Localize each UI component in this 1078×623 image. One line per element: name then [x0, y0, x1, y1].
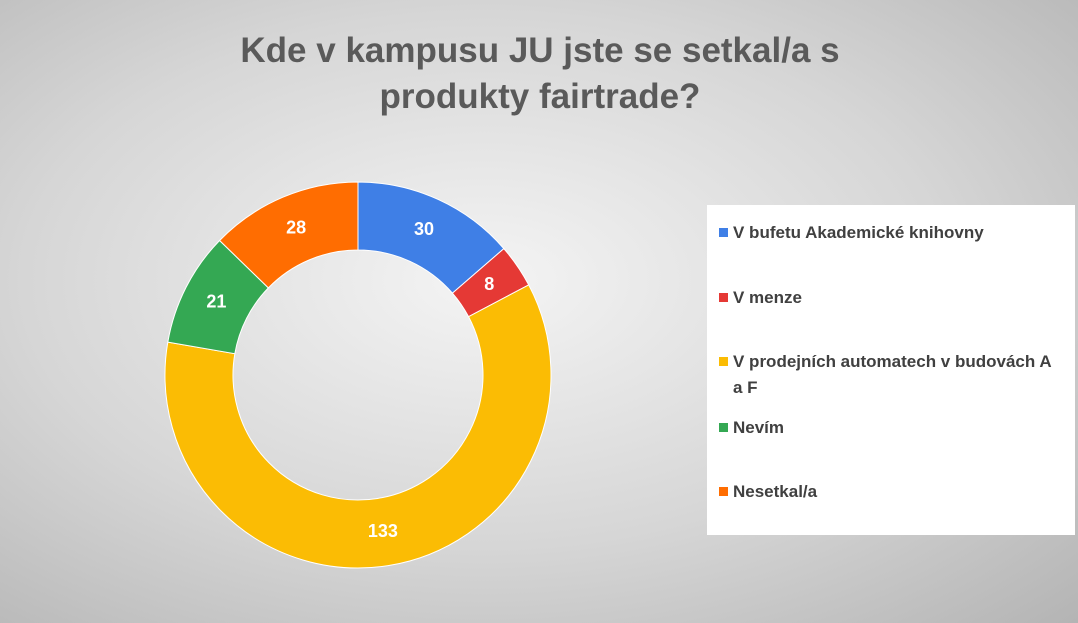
- donut-segment: [164, 284, 552, 569]
- data-label: 30: [414, 219, 434, 239]
- legend-label: Nevím: [733, 418, 785, 437]
- donut-segment: [218, 181, 359, 289]
- legend-label: V prodejních automatech v budovách A a F: [733, 352, 1052, 397]
- data-label: 8: [484, 274, 494, 294]
- chart-title: Kde v kampusu JU jste se setkal/a s prod…: [240, 31, 840, 116]
- data-label: 21: [206, 292, 226, 312]
- data-label: 133: [368, 521, 398, 541]
- legend-entry: Nevím: [719, 415, 1064, 441]
- data-label: 28: [286, 217, 306, 237]
- legend-label: Nesetkal/a: [733, 482, 818, 501]
- legend-label: V bufetu Akademické knihovny: [733, 223, 984, 242]
- legend-swatch: [719, 357, 728, 366]
- legend-entry: Nesetkal/a: [719, 479, 1064, 505]
- legend-entry: V menze: [719, 285, 1064, 311]
- legend-swatch: [719, 423, 728, 432]
- legend-entry: V bufetu Akademické knihovny: [719, 220, 1064, 246]
- legend-label: V menze: [733, 288, 802, 307]
- legend-swatch: [719, 293, 728, 302]
- legend-swatch: [719, 228, 728, 237]
- legend-entry: V prodejních automatech v budovách A a F: [719, 349, 1064, 401]
- legend: V bufetu Akademické knihovny V menze V pro…: [707, 205, 1075, 535]
- legend-swatch: [719, 487, 728, 496]
